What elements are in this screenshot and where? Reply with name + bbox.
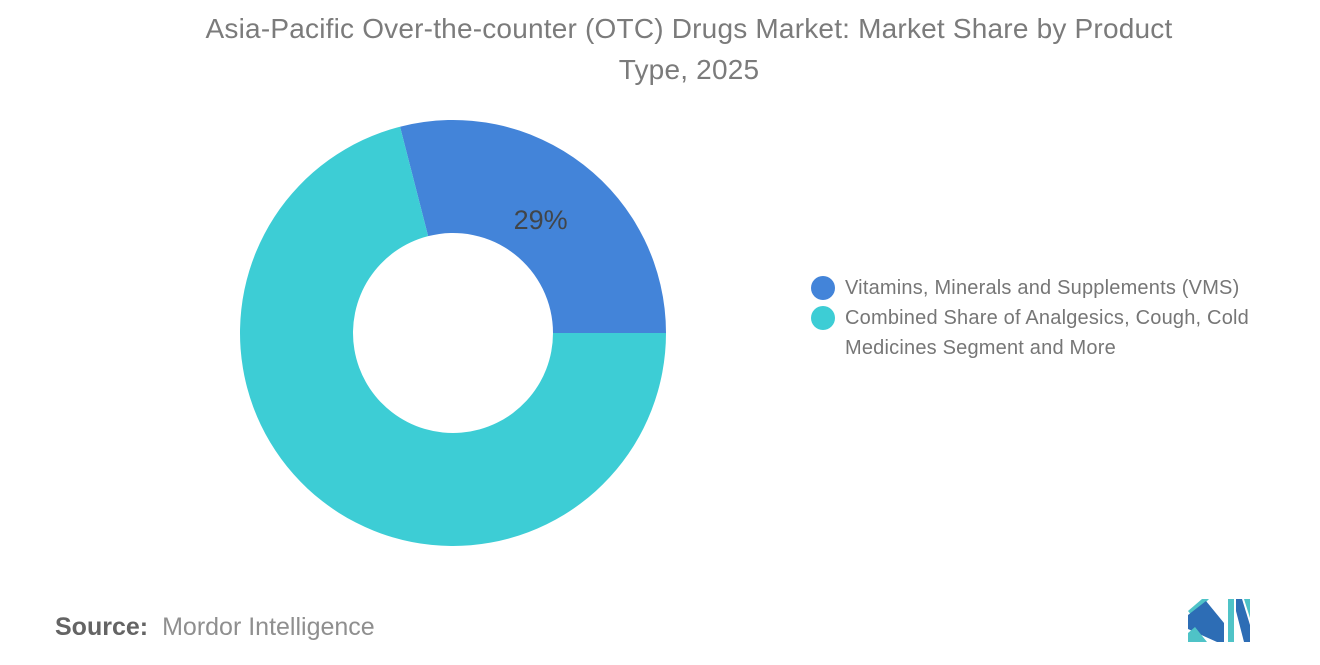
logo-blue-diagonal — [1236, 599, 1250, 642]
source-text: Mordor Intelligence — [162, 613, 375, 641]
chart-title: Asia-Pacific Over-the-counter (OTC) Drug… — [29, 8, 1320, 90]
pie-slice-vms[interactable] — [400, 119, 666, 333]
pie-data-label: 29% — [514, 205, 568, 235]
chart-title-line-1: Asia-Pacific Over-the-counter (OTC) Drug… — [205, 13, 1173, 44]
source-label: Source: — [55, 613, 149, 641]
donut-chart: 29% — [240, 119, 666, 546]
legend-label-vms: Vitamins, Minerals and Supplements (VMS) — [845, 273, 1239, 303]
pie-slice-combined-share[interactable] — [240, 126, 666, 546]
legend-item-vms[interactable]: Vitamins, Minerals and Supplements (VMS) — [811, 273, 1249, 303]
legend: Vitamins, Minerals and Supplements (VMS)… — [811, 273, 1249, 363]
mordor-intelligence-logo — [1188, 599, 1250, 642]
legend-label-combined-share: Combined Share of Analgesics, Cough, Col… — [845, 303, 1249, 363]
legend-label-combined-share-line-1: Combined Share of Analgesics, Cough, Col… — [845, 307, 1249, 329]
legend-label-vms-line-1: Vitamins, Minerals and Supplements (VMS) — [845, 277, 1240, 299]
source-attribution: Source: Mordor Intelligence — [55, 612, 375, 642]
legend-item-combined-share[interactable]: Combined Share of Analgesics, Cough, Col… — [811, 303, 1249, 363]
chart-title-line-2: Type, 2025 — [618, 54, 760, 85]
logo-teal-bottom-left-ribbon — [1188, 627, 1207, 642]
legend-swatch-vms-icon[interactable] — [811, 276, 835, 300]
logo-teal-left-bar — [1228, 599, 1234, 642]
legend-label-combined-share-line-2: Medicines Segment and More — [845, 337, 1116, 359]
legend-swatch-combined-share-icon[interactable] — [811, 306, 835, 330]
logo-teal-top-right-triangle — [1244, 599, 1250, 618]
